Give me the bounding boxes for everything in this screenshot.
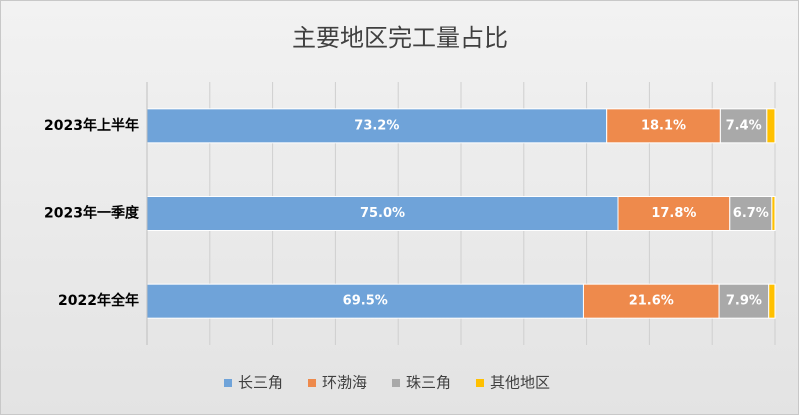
bar-segment — [582, 283, 720, 319]
legend-swatch — [392, 379, 400, 387]
legend-swatch — [476, 379, 484, 387]
legend-label: 其他地区 — [490, 374, 550, 392]
y-tick-label: 2022年全年 — [58, 292, 139, 309]
data-label: 6.7% — [733, 206, 769, 221]
y-tick-label: 2023年一季度 — [44, 205, 140, 222]
data-label: 21.6% — [629, 294, 674, 309]
bar-segment — [768, 283, 776, 319]
bar-segment — [146, 108, 608, 144]
y-tick-label: 2023年上半年 — [44, 117, 139, 134]
legend-swatch — [308, 379, 316, 387]
bar-segment — [617, 196, 731, 231]
data-label: 73.2% — [354, 118, 399, 133]
chart-title: 主要地区完工量占比 — [292, 24, 508, 52]
legend-label: 珠三角 — [406, 374, 451, 392]
data-label: 75.0% — [360, 206, 405, 221]
legend-swatch — [224, 379, 232, 387]
data-label: 69.5% — [343, 294, 388, 309]
data-label: 18.1% — [641, 118, 686, 133]
bar-segment — [766, 108, 776, 144]
bar-segment — [771, 196, 776, 231]
bar-segment — [729, 196, 773, 231]
legend-label: 长三角 — [238, 374, 283, 392]
data-label: 7.9% — [726, 294, 762, 309]
data-label: 17.8% — [651, 206, 696, 221]
bar-segment — [146, 196, 619, 231]
legend-label: 环渤海 — [322, 374, 367, 392]
data-label: 7.4% — [726, 118, 762, 133]
bar-segment — [719, 108, 768, 144]
